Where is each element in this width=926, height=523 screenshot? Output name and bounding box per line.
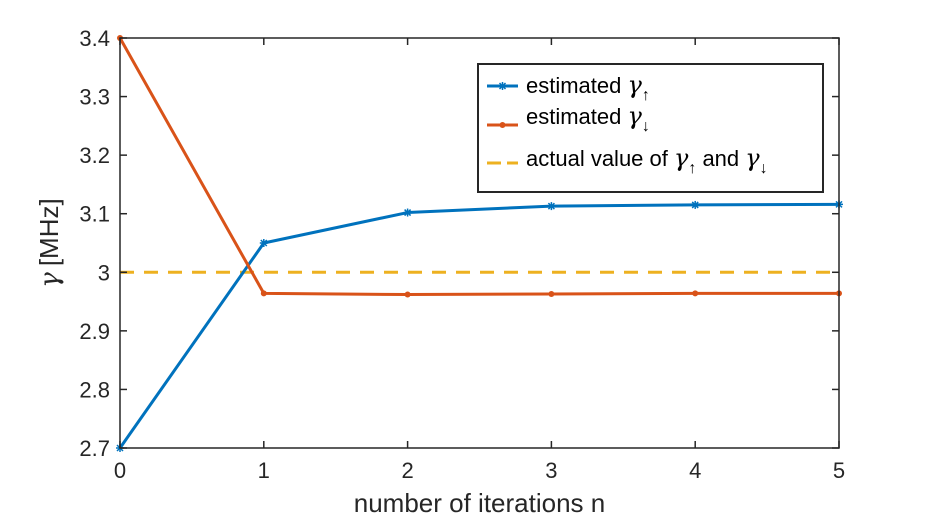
data-point-gamma-up: [547, 202, 556, 211]
legend-label-symbol: γ: [674, 144, 689, 172]
x-tick-label: 1: [258, 458, 270, 483]
legend-label-text: actual value of: [526, 146, 674, 171]
legend-label-symbol: γ: [628, 102, 643, 130]
series-line-gamma-up: [118, 202, 840, 449]
legend-item-gamma-up: estimated γ↑: [487, 71, 650, 104]
y-tick-label: 2.9: [79, 319, 110, 344]
y-tick-label: 3.1: [79, 202, 110, 227]
legend-label-symbol: γ: [628, 71, 643, 99]
x-tick-label: 2: [401, 458, 413, 483]
legend-label-gamma-up: estimated γ↑: [526, 71, 650, 104]
legend-marker-asterisk: [498, 82, 507, 90]
asterisk-stroke: [404, 209, 412, 217]
series-line-gamma-down: [118, 37, 839, 297]
legend-marker-dot: [499, 122, 506, 128]
data-point-gamma-up: [259, 239, 268, 247]
asterisk-stroke: [691, 201, 699, 209]
legend-label-subscript: ↑: [688, 160, 696, 177]
legend-label-subscript: ↑: [642, 87, 650, 104]
legend-label-text: and: [696, 146, 745, 171]
y-tick-label: 3: [98, 260, 110, 285]
data-point-gamma-down: [548, 290, 555, 297]
data-point-gamma-down: [260, 290, 267, 297]
asterisk-stroke: [498, 82, 507, 90]
legend-label-gamma-down: estimated γ↓: [526, 102, 650, 135]
x-tick-label: 0: [114, 458, 126, 483]
legend-label-text: estimated: [526, 73, 628, 98]
y-tick-label: 3.2: [79, 143, 110, 168]
legend-item-gamma-down: estimated γ↓: [487, 102, 650, 135]
data-point-gamma-down: [404, 291, 411, 298]
legend-label-symbol: γ: [745, 144, 760, 172]
y-tick-label: 2.8: [79, 377, 110, 402]
x-tick-label: 5: [833, 458, 845, 483]
asterisk-stroke: [260, 239, 268, 247]
legend-label-subscript: ↓: [760, 160, 768, 177]
y-axis-label-unit: [MHz]: [34, 198, 64, 266]
legend-label-subscript: ↓: [642, 118, 650, 135]
ticks: 0 1 2 3 4 5 2.7 2.8 2.9 3 3.1 3.2 3.3 3.4: [79, 26, 845, 483]
y-tick-label: 3.3: [79, 85, 110, 110]
y-tick-label: 3.4: [79, 26, 110, 51]
legend-marker-asterisk-shape: [498, 82, 507, 90]
data-point-gamma-up: [691, 200, 700, 209]
legend-item-actual-value: actual value of γ↑ and γ↓: [487, 144, 768, 177]
y-tick-label: 2.7: [79, 436, 110, 461]
asterisk-stroke: [547, 202, 555, 210]
axes-box: [119, 37, 840, 449]
x-tick-label: 3: [545, 458, 557, 483]
data-point-gamma-up: [403, 208, 412, 217]
series-group: [116, 35, 843, 452]
y-axis-label: γ [MHz]: [34, 198, 65, 287]
legend-label-text: estimated: [526, 104, 628, 129]
x-tick-label: 4: [689, 458, 701, 483]
legend-label-actual-value: actual value of γ↑ and γ↓: [526, 144, 768, 177]
legend: estimated γ↑ estimated γ↓ actual value o…: [477, 63, 824, 193]
legend-box: [477, 63, 824, 193]
data-point-gamma-down: [692, 290, 699, 297]
y-axis-label-symbol: γ: [35, 272, 65, 288]
x-axis-label: number of iterations n: [354, 488, 605, 518]
